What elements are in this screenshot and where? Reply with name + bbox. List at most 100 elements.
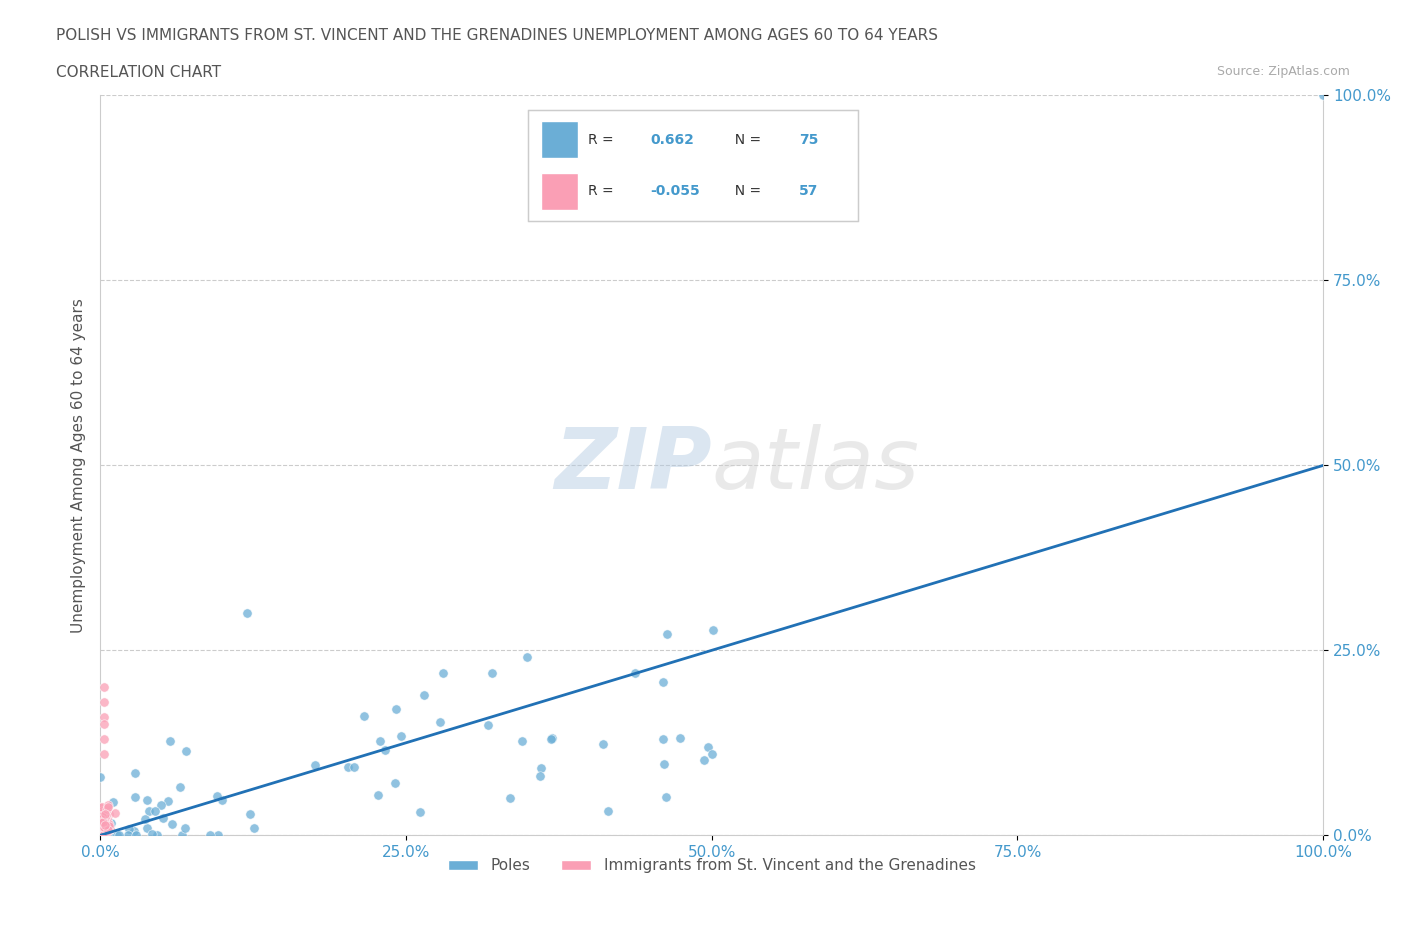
- Point: [136, 792, 159, 807]
- Point: [93, 823, 115, 838]
- Point: [93, 813, 115, 828]
- Point: [96, 806, 118, 821]
- Point: [700, 747, 723, 762]
- Point: [529, 769, 551, 784]
- Point: [91, 828, 114, 843]
- Point: [93, 680, 115, 695]
- Point: [384, 776, 406, 790]
- Point: [91, 800, 114, 815]
- Point: [93, 827, 115, 842]
- Point: [655, 626, 678, 641]
- Point: [93, 710, 115, 724]
- Point: [652, 756, 675, 771]
- Point: [94, 822, 117, 837]
- Point: [174, 821, 197, 836]
- Point: [174, 743, 197, 758]
- Point: [353, 709, 375, 724]
- Point: [96, 818, 118, 833]
- Point: [124, 765, 146, 780]
- Point: [207, 828, 229, 843]
- Point: [94, 828, 117, 843]
- Point: [91, 807, 114, 822]
- Point: [93, 816, 115, 830]
- Point: [134, 812, 156, 827]
- Point: [150, 798, 173, 813]
- Point: [93, 747, 115, 762]
- Point: [117, 828, 139, 843]
- Point: [141, 827, 163, 842]
- Point: [481, 665, 503, 680]
- Point: [90, 826, 112, 841]
- Point: [669, 730, 692, 745]
- Point: [93, 808, 115, 823]
- Point: [592, 737, 614, 751]
- Point: [96, 802, 118, 817]
- Point: [337, 760, 360, 775]
- Point: [655, 790, 678, 805]
- Point: [94, 809, 117, 824]
- Point: [138, 804, 160, 818]
- Point: [91, 828, 114, 843]
- Point: [97, 818, 120, 833]
- Point: [162, 817, 184, 831]
- Point: [97, 800, 120, 815]
- Point: [651, 732, 673, 747]
- Point: [98, 807, 121, 822]
- Text: POLISH VS IMMIGRANTS FROM ST. VINCENT AND THE GRENADINES UNEMPLOYMENT AMONG AGES: POLISH VS IMMIGRANTS FROM ST. VINCENT AN…: [56, 28, 938, 43]
- Point: [159, 734, 181, 749]
- Point: [125, 828, 148, 843]
- Point: [374, 742, 396, 757]
- Point: [530, 760, 553, 775]
- Point: [170, 828, 193, 843]
- Point: [93, 695, 115, 710]
- Point: [93, 819, 115, 834]
- Point: [90, 828, 112, 843]
- Point: [93, 816, 115, 830]
- Point: [90, 815, 112, 830]
- Point: [145, 828, 167, 843]
- Point: [90, 812, 112, 827]
- Point: [702, 622, 724, 637]
- Point: [97, 797, 120, 812]
- Point: [143, 804, 166, 819]
- Point: [236, 606, 259, 621]
- Point: [368, 734, 391, 749]
- Point: [93, 817, 115, 831]
- Point: [96, 823, 118, 838]
- Point: [367, 788, 389, 803]
- Point: [343, 760, 366, 775]
- Text: atlas: atlas: [711, 424, 920, 507]
- Point: [385, 702, 408, 717]
- Point: [211, 792, 233, 807]
- Point: [89, 799, 111, 814]
- Point: [89, 769, 111, 784]
- Point: [169, 779, 191, 794]
- Point: [100, 816, 122, 830]
- Point: [91, 819, 114, 834]
- Point: [90, 817, 112, 831]
- Point: [90, 811, 112, 826]
- Point: [90, 822, 112, 837]
- Point: [304, 758, 326, 773]
- Point: [90, 812, 112, 827]
- Point: [623, 665, 645, 680]
- Point: [93, 732, 115, 747]
- Point: [152, 811, 174, 826]
- Point: [540, 732, 562, 747]
- Point: [98, 828, 121, 843]
- Point: [96, 817, 118, 832]
- Point: [98, 817, 121, 831]
- Point: [429, 715, 451, 730]
- Legend: Poles, Immigrants from St. Vincent and the Grenadines: Poles, Immigrants from St. Vincent and t…: [441, 852, 981, 880]
- Point: [239, 806, 262, 821]
- Point: [104, 805, 127, 820]
- Text: CORRELATION CHART: CORRELATION CHART: [56, 65, 221, 80]
- Point: [94, 810, 117, 825]
- Point: [389, 729, 412, 744]
- Point: [90, 804, 112, 818]
- Point: [122, 824, 145, 839]
- Point: [516, 650, 538, 665]
- Point: [90, 808, 112, 823]
- Text: Source: ZipAtlas.com: Source: ZipAtlas.com: [1216, 65, 1350, 78]
- Point: [105, 828, 128, 843]
